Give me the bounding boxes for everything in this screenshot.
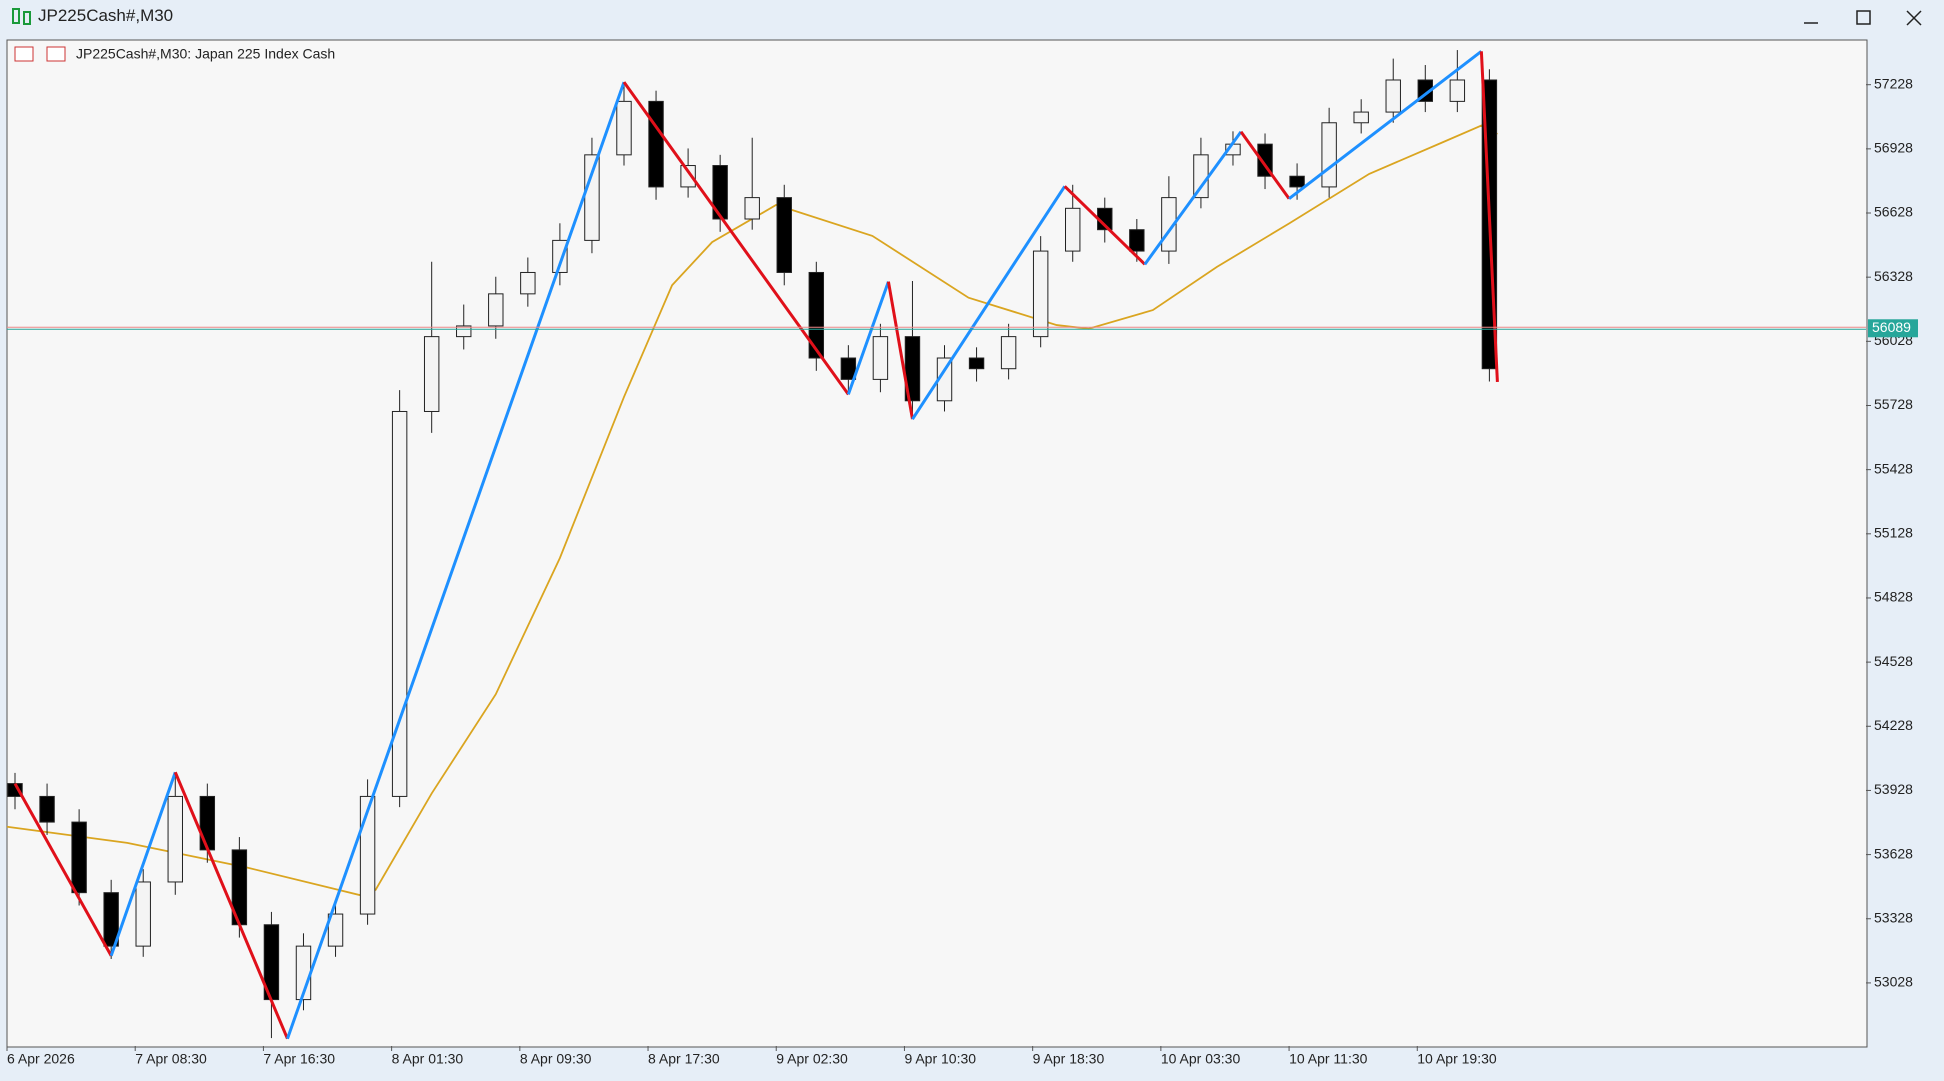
candle-body <box>808 271 825 359</box>
zigzag-segment <box>109 771 177 957</box>
candle-body <box>103 892 119 947</box>
zigzag-segment <box>1063 185 1146 266</box>
candle-body <box>712 165 728 220</box>
chart-title: JP225Cash#,M30: Japan 225 Index Cash <box>76 46 335 62</box>
candle-body <box>1449 79 1466 102</box>
window-controls[interactable] <box>1784 0 1944 34</box>
candle-body <box>648 100 664 188</box>
x-tick-label: 10 Apr 19:30 <box>1417 1051 1497 1067</box>
chart-icon[interactable] <box>46 46 66 62</box>
close[interactable] <box>1906 10 1922 26</box>
candle-body <box>616 100 632 156</box>
zigzag-segment <box>622 81 850 396</box>
y-tick-label: 53628 <box>1874 845 1913 861</box>
x-tick-label: 10 Apr 03:30 <box>1161 1051 1241 1067</box>
zigzag-segment <box>286 81 626 1040</box>
candle-body <box>1321 122 1337 188</box>
candle-body <box>520 271 536 295</box>
y-tick-label: 53028 <box>1874 974 1913 990</box>
candle-body <box>423 336 440 412</box>
candle-body <box>456 325 472 338</box>
candle-body <box>840 357 857 380</box>
zigzag-segment <box>1143 130 1243 266</box>
candle-body <box>1000 336 1017 370</box>
y-tick-label: 54528 <box>1874 653 1913 669</box>
candle-body <box>1385 79 1401 113</box>
candle-body <box>39 795 55 823</box>
zigzag-segment <box>911 185 1066 420</box>
y-tick-label: 55728 <box>1874 396 1913 412</box>
candle-body <box>167 795 183 883</box>
title-bar: JP225Cash#,M30 <box>0 0 1944 34</box>
candle-body <box>327 913 344 947</box>
candle-body <box>1065 207 1081 252</box>
candle-body <box>391 410 408 797</box>
y-tick-label: 56628 <box>1874 204 1913 220</box>
menu-icon[interactable] <box>14 46 34 62</box>
candle-body <box>776 197 792 273</box>
candle-body <box>744 197 760 220</box>
x-tick-label: 10 Apr 11:30 <box>1289 1051 1368 1067</box>
y-tick-label: 55428 <box>1874 460 1913 476</box>
candle-body <box>872 336 889 380</box>
candle-body <box>359 795 376 915</box>
x-tick-label: 8 Apr 17:30 <box>648 1051 720 1067</box>
candle-body <box>1193 154 1209 199</box>
y-tick-label: 56328 <box>1874 268 1913 284</box>
candle-body <box>584 154 600 241</box>
candle-body <box>199 795 216 851</box>
candle-body <box>1289 175 1305 188</box>
candle-body <box>1353 111 1369 124</box>
zigzag-segment <box>173 771 289 1040</box>
x-tick-label: 9 Apr 02:30 <box>776 1051 848 1067</box>
maximize[interactable] <box>1856 10 1871 25</box>
y-tick-label: 57228 <box>1874 75 1913 91</box>
y-tick-label: 55128 <box>1874 525 1913 541</box>
x-tick-label: 9 Apr 18:30 <box>1033 1051 1105 1067</box>
candle-body <box>680 165 696 188</box>
candle-body <box>135 881 151 947</box>
y-tick-label: 53928 <box>1874 781 1913 797</box>
x-tick-label: 8 Apr 09:30 <box>520 1051 592 1067</box>
window-title: JP225Cash#,M30 <box>38 6 174 25</box>
x-tick-label: 7 Apr 08:30 <box>135 1051 207 1067</box>
x-tick-label: 6 Apr 2026 <box>7 1051 75 1067</box>
candle-body <box>71 821 87 894</box>
candle-body <box>968 357 985 370</box>
y-tick-label: 53328 <box>1874 909 1913 925</box>
zigzag-segment <box>1288 50 1483 200</box>
price-tag-label: 56089 <box>1872 319 1911 335</box>
plot-area <box>6 39 1868 1048</box>
price-tag <box>1868 319 1918 338</box>
candle-body <box>488 293 504 327</box>
candle-body <box>904 336 921 402</box>
candle-body <box>1129 229 1145 252</box>
y-tick-label: 56928 <box>1874 140 1913 156</box>
y-tick-label: 54828 <box>1874 589 1913 605</box>
y-tick-label: 54228 <box>1874 717 1913 733</box>
zigzag-segment <box>13 782 113 957</box>
x-tick-label: 8 Apr 01:30 <box>392 1051 464 1067</box>
candle-body <box>552 239 568 273</box>
zigzag-segment <box>886 281 914 420</box>
x-tick-label: 7 Apr 16:30 <box>263 1051 335 1067</box>
candle-body <box>1032 250 1049 338</box>
zigzag-segment <box>846 281 890 395</box>
x-tick-label: 9 Apr 10:30 <box>904 1051 976 1067</box>
app-icon <box>12 8 31 25</box>
zigzag-segment <box>1239 130 1291 200</box>
